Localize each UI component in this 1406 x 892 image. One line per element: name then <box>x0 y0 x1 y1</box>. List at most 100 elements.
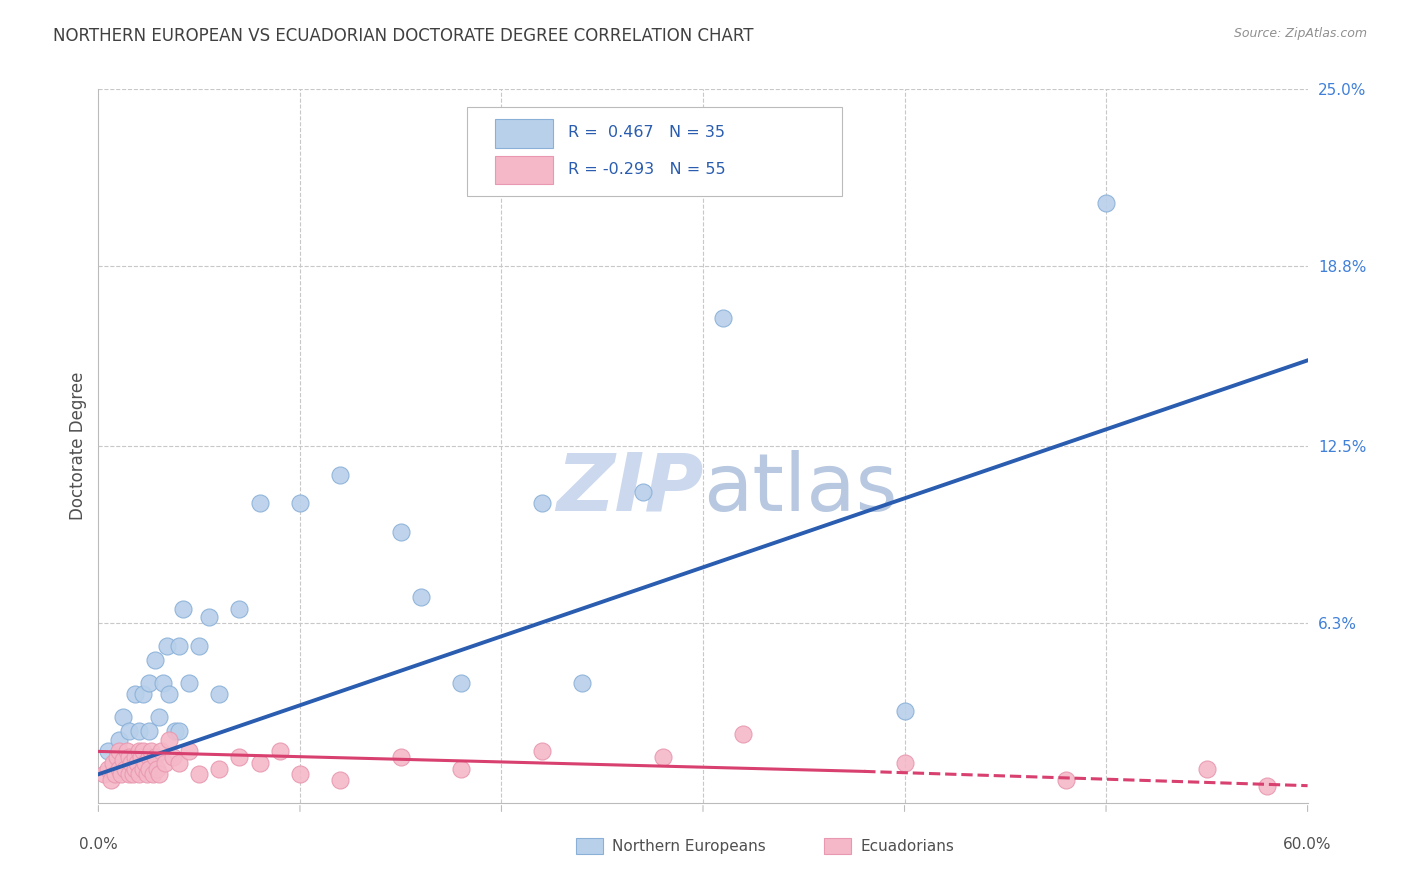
Point <box>893 705 915 719</box>
Point <box>124 687 146 701</box>
Point <box>107 762 129 776</box>
Point <box>135 767 157 781</box>
Point <box>172 601 194 615</box>
Bar <box>495 156 553 185</box>
Point <box>115 744 138 758</box>
Point <box>148 710 170 724</box>
Text: 60.0%: 60.0% <box>1284 837 1331 852</box>
Point <box>153 756 176 770</box>
Bar <box>576 838 603 855</box>
Point <box>163 724 186 739</box>
Point <box>125 756 148 770</box>
Point <box>198 610 221 624</box>
Point <box>138 762 160 776</box>
Point <box>450 762 472 776</box>
Point <box>389 524 412 539</box>
Point <box>142 767 165 781</box>
Point <box>530 744 553 758</box>
Point <box>208 687 231 701</box>
Point <box>409 591 432 605</box>
Point <box>1054 772 1077 787</box>
Point <box>114 762 136 776</box>
Point <box>107 733 129 747</box>
Point <box>124 750 146 764</box>
Point <box>530 496 553 510</box>
Point <box>167 639 190 653</box>
Point <box>208 762 231 776</box>
Point <box>97 744 120 758</box>
Point <box>162 750 184 764</box>
Text: Ecuadorians: Ecuadorians <box>860 838 955 854</box>
Point <box>138 724 160 739</box>
Bar <box>495 119 553 147</box>
Text: NORTHERN EUROPEAN VS ECUADORIAN DOCTORATE DEGREE CORRELATION CHART: NORTHERN EUROPEAN VS ECUADORIAN DOCTORAT… <box>53 27 754 45</box>
Point <box>100 772 122 787</box>
Point <box>179 676 201 690</box>
Point <box>1195 762 1218 776</box>
Point <box>110 767 132 781</box>
Point <box>179 744 201 758</box>
Text: Source: ZipAtlas.com: Source: ZipAtlas.com <box>1233 27 1367 40</box>
Point <box>188 767 211 781</box>
Point <box>139 744 162 758</box>
Point <box>103 767 125 781</box>
Point <box>893 756 915 770</box>
Point <box>111 753 134 767</box>
Point <box>97 762 120 776</box>
Point <box>138 750 160 764</box>
Point <box>143 750 166 764</box>
FancyBboxPatch shape <box>467 107 842 196</box>
Point <box>156 639 179 653</box>
Text: 0.0%: 0.0% <box>79 837 118 852</box>
Point <box>93 767 115 781</box>
Point <box>450 676 472 690</box>
Point <box>118 724 141 739</box>
Point <box>571 676 593 690</box>
Point <box>148 767 170 781</box>
Point <box>107 744 129 758</box>
Text: R =  0.467   N = 35: R = 0.467 N = 35 <box>568 125 724 140</box>
Point <box>128 767 150 781</box>
Point <box>152 676 174 690</box>
Y-axis label: Doctorate Degree: Doctorate Degree <box>69 372 87 520</box>
Text: ZIP: ZIP <box>555 450 703 528</box>
Point <box>129 750 152 764</box>
Point <box>128 724 150 739</box>
Point <box>329 467 352 482</box>
Point <box>269 744 291 758</box>
Point <box>228 750 250 764</box>
Point <box>132 744 155 758</box>
Point <box>249 756 271 770</box>
Point <box>101 756 124 770</box>
Point <box>124 762 146 776</box>
Text: atlas: atlas <box>703 450 897 528</box>
Point <box>1095 196 1118 211</box>
Point <box>167 724 190 739</box>
Point <box>329 772 352 787</box>
Point <box>120 756 142 770</box>
Point <box>128 744 150 758</box>
Point <box>121 767 143 781</box>
Point <box>132 687 155 701</box>
Point <box>389 750 412 764</box>
Point <box>132 762 155 776</box>
Point <box>288 767 311 781</box>
Point <box>157 687 180 701</box>
Point <box>138 676 160 690</box>
Point <box>228 601 250 615</box>
Point <box>631 484 654 499</box>
Point <box>167 756 190 770</box>
Point <box>188 639 211 653</box>
Point <box>1256 779 1278 793</box>
Point <box>105 750 128 764</box>
Point <box>134 756 156 770</box>
Point <box>146 762 169 776</box>
Point <box>149 744 172 758</box>
Text: Northern Europeans: Northern Europeans <box>613 838 766 854</box>
Point <box>288 496 311 510</box>
Point <box>111 710 134 724</box>
Bar <box>824 838 851 855</box>
Point <box>651 750 673 764</box>
Point <box>118 767 141 781</box>
Point <box>733 727 755 741</box>
